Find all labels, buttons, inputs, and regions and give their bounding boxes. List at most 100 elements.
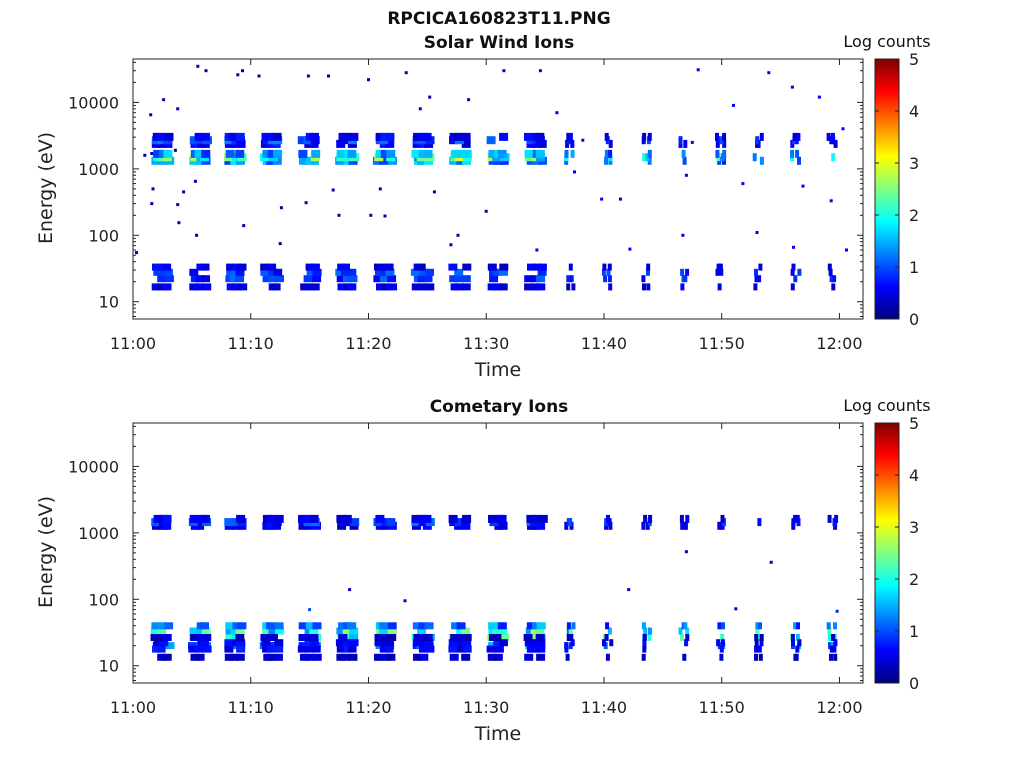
heatmap-cell xyxy=(488,622,498,630)
heatmap-cell xyxy=(605,622,610,630)
heatmap-cell xyxy=(484,209,488,213)
heatmap-cell xyxy=(449,132,459,141)
y-axis: 10 100 1000 10000 xyxy=(68,425,863,681)
heatmap-cell xyxy=(456,233,460,237)
heatmap-cell xyxy=(278,242,282,246)
heatmap-cell xyxy=(830,132,835,141)
heatmap-cell xyxy=(163,268,173,276)
heatmap-cell xyxy=(384,645,394,653)
heatmap-cell xyxy=(524,639,534,647)
heatmap-cell xyxy=(569,634,574,641)
heatmap-cell xyxy=(608,139,613,148)
heatmap-cell xyxy=(642,645,647,653)
heatmap-cell xyxy=(279,206,283,210)
heatmap-cell xyxy=(535,132,545,141)
heatmap-cell xyxy=(419,283,429,291)
heatmap-cell xyxy=(235,268,245,276)
heatmap-cell xyxy=(796,132,801,141)
heatmap-cell xyxy=(375,132,385,141)
heatmap-cell xyxy=(387,622,397,630)
heatmap-cell xyxy=(309,514,319,523)
heatmap-cell xyxy=(715,132,719,141)
heatmap-cell xyxy=(305,622,315,630)
heatmap-cell xyxy=(681,149,686,158)
heatmap-cell xyxy=(268,275,278,283)
heatmap-cell xyxy=(716,639,721,647)
colorbar-tick-label: 2 xyxy=(909,206,919,225)
heatmap-cell xyxy=(525,627,535,635)
heatmap-cell xyxy=(531,645,541,653)
heatmap-cell xyxy=(568,518,573,527)
heatmap-cell xyxy=(619,197,622,201)
heatmap-cell xyxy=(647,132,652,141)
heatmap-cell xyxy=(410,268,420,276)
x-tick-label: 11:50 xyxy=(699,698,745,717)
heatmap-cell xyxy=(236,645,246,653)
heatmap-cell xyxy=(498,283,508,291)
heatmap-cell xyxy=(423,149,433,158)
heatmap-cell xyxy=(237,263,247,271)
heatmap-cell xyxy=(189,627,199,635)
heatmap-cell xyxy=(304,283,314,291)
heatmap-cell xyxy=(600,197,604,201)
heatmap-cell xyxy=(793,514,798,523)
heatmap-cell xyxy=(387,627,397,635)
heatmap-cell xyxy=(235,132,245,141)
heatmap-cell xyxy=(267,132,277,141)
heatmap-cell xyxy=(151,187,155,191)
heatmap-cell xyxy=(312,653,322,661)
heatmap-cell xyxy=(386,518,396,527)
heatmap-cell xyxy=(308,608,312,612)
heatmap-cell xyxy=(236,514,246,523)
heatmap-cell xyxy=(374,634,384,641)
heatmap-cell xyxy=(455,149,465,158)
heatmap-cell xyxy=(425,645,435,653)
x-axis-label-solar-wind: Time xyxy=(474,359,522,381)
heatmap-cell xyxy=(486,136,496,145)
heatmap-cell xyxy=(526,622,536,630)
heatmap-cell xyxy=(338,622,348,630)
heatmap-cell xyxy=(257,74,261,78)
heatmap-cell xyxy=(159,639,169,647)
heatmap-cell xyxy=(536,622,546,630)
heatmap-cell xyxy=(448,639,458,647)
heatmap-cell xyxy=(312,275,322,283)
heatmap-cell xyxy=(260,268,270,276)
heatmap-cell xyxy=(826,622,831,630)
heatmap-cell xyxy=(342,514,352,523)
heatmap-cell xyxy=(832,645,837,653)
heatmap-cell xyxy=(461,275,471,283)
heatmap-cell xyxy=(274,639,284,647)
x-axis: 11:00 11:10 11:20 11:30 11:40 11:50 12:00 xyxy=(110,423,863,717)
heatmap-cell xyxy=(341,268,350,276)
heatmap-cell xyxy=(643,627,648,635)
heatmap-cell xyxy=(454,275,464,283)
heatmap-cell xyxy=(419,268,429,276)
colorbar-tick-label: 3 xyxy=(909,518,919,537)
heatmap-cell xyxy=(274,622,284,630)
heatmap-cell xyxy=(685,627,690,635)
heatmap-cell xyxy=(156,645,166,653)
heatmap-cell xyxy=(757,645,762,653)
colorbar: 0 1 2 3 4 5 xyxy=(874,50,919,329)
heatmap-cell xyxy=(190,275,200,283)
heatmap-cell xyxy=(647,633,652,641)
heatmap-cell xyxy=(532,263,542,271)
heatmap-cell xyxy=(298,514,307,523)
heatmap-cell xyxy=(189,136,199,145)
heatmap-cell xyxy=(425,283,435,291)
heatmap-cell xyxy=(195,653,205,661)
heatmap-cell xyxy=(573,170,576,174)
heatmap-cell xyxy=(226,283,236,291)
heatmap-cell xyxy=(757,275,762,283)
heatmap-cell xyxy=(758,622,762,630)
heatmap-cell xyxy=(157,275,167,283)
heatmap-cell xyxy=(235,634,245,641)
heatmap-cell xyxy=(499,263,509,271)
heatmap-cell xyxy=(379,156,388,165)
heatmap-cell xyxy=(335,639,345,647)
heatmap-cell xyxy=(375,268,384,276)
heatmap-cell xyxy=(827,627,832,635)
heatmap-cell xyxy=(794,653,799,661)
heatmap-cell xyxy=(608,283,613,291)
